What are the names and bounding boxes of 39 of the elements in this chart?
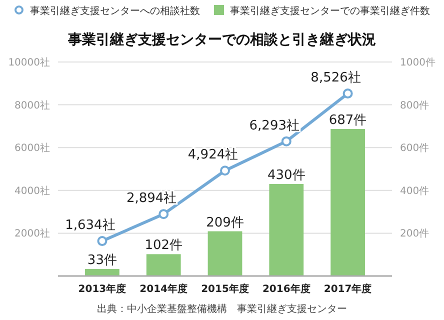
data-label: 2,894社	[126, 191, 177, 206]
bar	[146, 254, 181, 276]
legend-label: 事業引継ぎ支援センターへの相談社数	[30, 5, 200, 17]
y2-tick-label: 800件	[400, 100, 430, 112]
point	[342, 88, 353, 99]
point	[220, 166, 230, 176]
chart-title: 事業引継ぎ支援センターでの相談と引き継ぎ状況	[67, 31, 376, 48]
point	[97, 236, 108, 246]
data-label: 6,293社	[249, 118, 300, 134]
data-label: 430件	[267, 168, 306, 183]
x-tick-label: 2013年度	[78, 283, 126, 295]
x-tick-label: 2014年度	[140, 283, 188, 295]
y2-tick-label: 200件	[400, 228, 430, 240]
point	[281, 136, 292, 146]
data-label: 33件	[87, 252, 117, 268]
source-note: 出典：中小企業基盤整備機構 事業引継ぎ支援センター	[97, 303, 347, 315]
y2-tick-label: 400件	[400, 186, 430, 197]
bar	[85, 268, 120, 276]
y2-tick-label: 600件	[400, 143, 430, 154]
data-label: 4,924社	[188, 148, 238, 163]
data-label: 687件	[328, 112, 367, 128]
y-tick-label: 4000社	[14, 184, 50, 197]
x-tick-label: 2016年度	[262, 283, 310, 295]
legend-label: 事業引継ぎ支援センターでの事業引継ぎ件数	[230, 5, 430, 17]
bar	[330, 128, 365, 276]
data-label: 209件	[206, 215, 244, 230]
data-label: 1,634社	[65, 218, 116, 234]
data-label: 8,526社	[310, 70, 361, 86]
y-tick-label: 8000社	[14, 99, 50, 112]
bar	[208, 231, 242, 276]
y-tick-label: 10000社	[8, 56, 50, 68]
y-tick-label: 2000社	[14, 228, 50, 240]
bar	[269, 184, 304, 276]
y2-tick-label: 1000件	[400, 58, 436, 68]
x-tick-label: 2017年度	[324, 283, 372, 295]
data-label: 102件	[144, 238, 183, 254]
y-tick-label: 6000社	[14, 142, 50, 154]
x-tick-label: 2015年度	[201, 283, 249, 295]
point	[158, 209, 169, 220]
